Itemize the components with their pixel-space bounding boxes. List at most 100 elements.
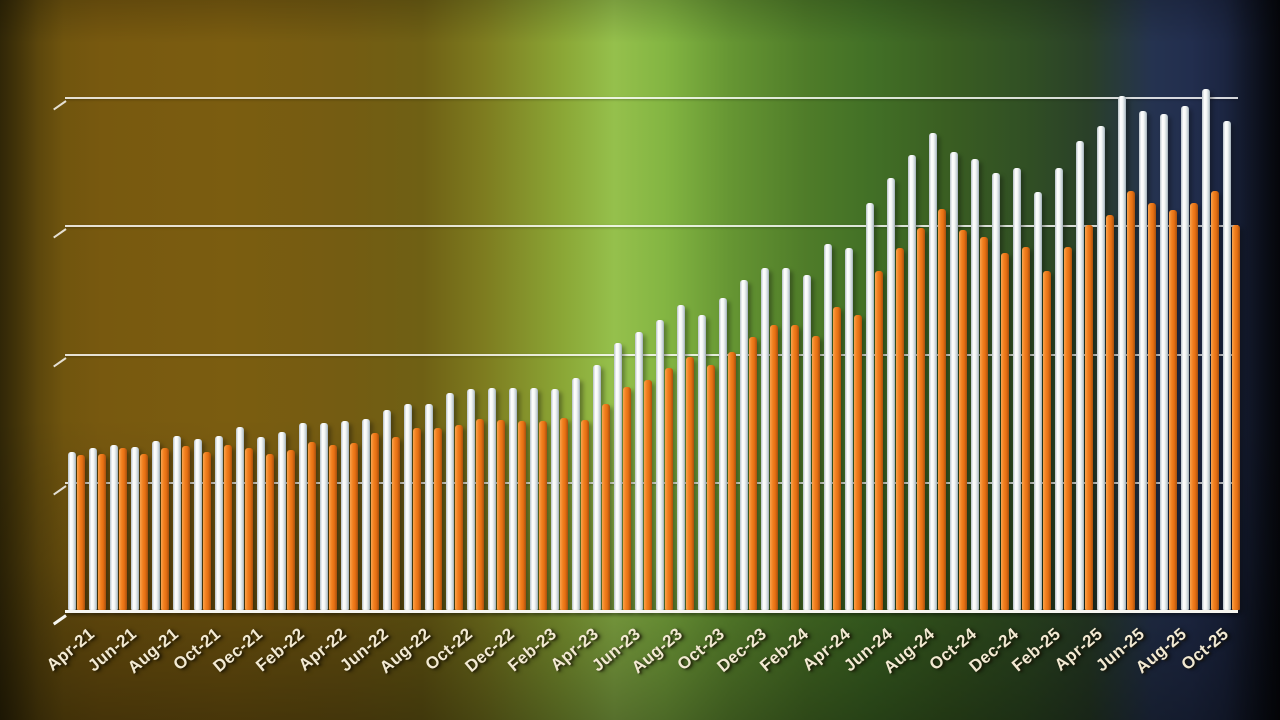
bar-white-jan-25 [1013, 167, 1021, 610]
bar-orange-jul-24 [896, 248, 904, 610]
gridline [53, 353, 1238, 367]
bar-white-dec-21 [236, 426, 244, 610]
bar-orange-dec-22 [497, 420, 505, 610]
bar-white-apr-21 [68, 452, 76, 610]
bar-orange-jun-24 [875, 271, 883, 610]
bar-white-jul-22 [383, 409, 391, 610]
bar-white-apr-25 [1076, 140, 1084, 610]
bar-white-nov-23 [719, 298, 727, 610]
gridline-left-tick [53, 484, 67, 496]
bar-white-apr-24 [824, 244, 832, 610]
bar-orange-dec-24 [1001, 253, 1009, 610]
bar-orange-sep-24 [938, 208, 946, 610]
bar-orange-may-24 [854, 315, 862, 610]
bar-orange-jun-21 [119, 448, 127, 610]
bar-orange-oct-23 [707, 365, 715, 610]
bar-orange-apr-23 [581, 420, 589, 610]
bar-white-aug-22 [404, 403, 412, 610]
bar-orange-oct-21 [203, 452, 211, 610]
bar-orange-jul-22 [392, 436, 400, 610]
bar-orange-aug-21 [161, 448, 169, 610]
bar-white-oct-22 [446, 393, 454, 610]
bar-orange-jul-21 [140, 453, 148, 610]
bar-white-jun-25 [1118, 95, 1126, 610]
bar-orange-mar-25 [1064, 247, 1072, 610]
bar-white-jun-21 [110, 444, 118, 610]
bar-white-sep-25 [1181, 105, 1189, 610]
bar-white-dec-23 [740, 280, 748, 610]
bar-white-oct-21 [194, 439, 202, 610]
bar-white-oct-25 [1202, 89, 1210, 610]
bar-white-dec-24 [992, 172, 1000, 610]
bar-orange-jul-23 [644, 380, 652, 610]
bar-white-apr-22 [320, 422, 328, 610]
bar-white-mar-23 [551, 389, 559, 610]
bar-orange-aug-22 [413, 427, 421, 610]
bar-orange-may-23 [602, 403, 610, 610]
bar-white-jan-23 [509, 388, 517, 610]
gridline-left-tick [53, 356, 67, 367]
bar-white-nov-25 [1223, 121, 1231, 610]
bar-white-sep-24 [929, 132, 937, 610]
bar-orange-jan-23 [518, 421, 526, 610]
x-axis-left-tick [52, 614, 67, 626]
bar-white-dec-22 [488, 388, 496, 610]
bar-white-jan-22 [257, 436, 265, 610]
bar-orange-jun-22 [371, 433, 379, 610]
gridline [53, 97, 1238, 111]
bar-orange-sep-22 [434, 427, 442, 610]
bar-white-may-23 [593, 365, 601, 610]
bar-white-jul-24 [887, 177, 895, 610]
bar-white-sep-22 [425, 403, 433, 610]
bar-white-mar-22 [299, 422, 307, 610]
bar-white-nov-22 [467, 389, 475, 610]
bar-white-jun-22 [362, 418, 370, 610]
bar-orange-may-21 [98, 453, 106, 610]
bar-white-aug-25 [1160, 113, 1168, 610]
bar-orange-apr-24 [833, 307, 841, 610]
bar-white-aug-23 [656, 320, 664, 610]
bar-orange-may-22 [350, 443, 358, 610]
bar-white-feb-23 [530, 388, 538, 610]
bar-orange-oct-24 [959, 230, 967, 610]
bar-orange-apr-21 [77, 454, 85, 610]
bar-orange-nov-24 [980, 236, 988, 610]
bar-orange-jan-25 [1022, 247, 1030, 610]
bar-white-jun-24 [866, 203, 874, 610]
bar-orange-aug-24 [917, 227, 925, 610]
bar-orange-aug-25 [1169, 209, 1177, 610]
bar-orange-feb-24 [791, 325, 799, 610]
bar-white-sep-21 [173, 435, 181, 610]
bar-orange-mar-24 [812, 335, 820, 610]
bar-orange-jul-25 [1148, 203, 1156, 610]
bar-orange-jun-25 [1127, 190, 1135, 610]
bar-orange-nov-21 [224, 444, 232, 610]
bar-orange-oct-22 [455, 425, 463, 610]
bar-white-jun-23 [614, 343, 622, 610]
gridline [53, 225, 1238, 239]
bar-orange-feb-22 [287, 449, 295, 610]
bar-orange-feb-25 [1043, 271, 1051, 610]
bar-orange-nov-23 [728, 352, 736, 610]
bar-white-sep-23 [677, 304, 685, 610]
bar-orange-jun-23 [623, 386, 631, 610]
bar-white-feb-25 [1034, 191, 1042, 610]
bar-white-mar-24 [803, 275, 811, 610]
bar-orange-apr-25 [1085, 225, 1093, 610]
bar-orange-may-25 [1106, 214, 1114, 610]
bar-orange-jan-24 [770, 325, 778, 610]
bar-white-jul-23 [635, 331, 643, 610]
bar-orange-oct-25 [1211, 190, 1219, 610]
bar-orange-nov-25 [1232, 225, 1240, 610]
bar-orange-aug-23 [665, 367, 673, 610]
bar-white-feb-24 [782, 267, 790, 610]
bar-orange-dec-23 [749, 336, 757, 610]
x-axis-line [52, 610, 1238, 626]
bar-orange-nov-22 [476, 418, 484, 610]
bar-white-apr-23 [572, 377, 580, 610]
bar-orange-mar-23 [560, 417, 568, 610]
bar-orange-sep-25 [1190, 203, 1198, 610]
bar-white-jul-25 [1139, 111, 1147, 610]
bar-white-nov-24 [971, 158, 979, 610]
